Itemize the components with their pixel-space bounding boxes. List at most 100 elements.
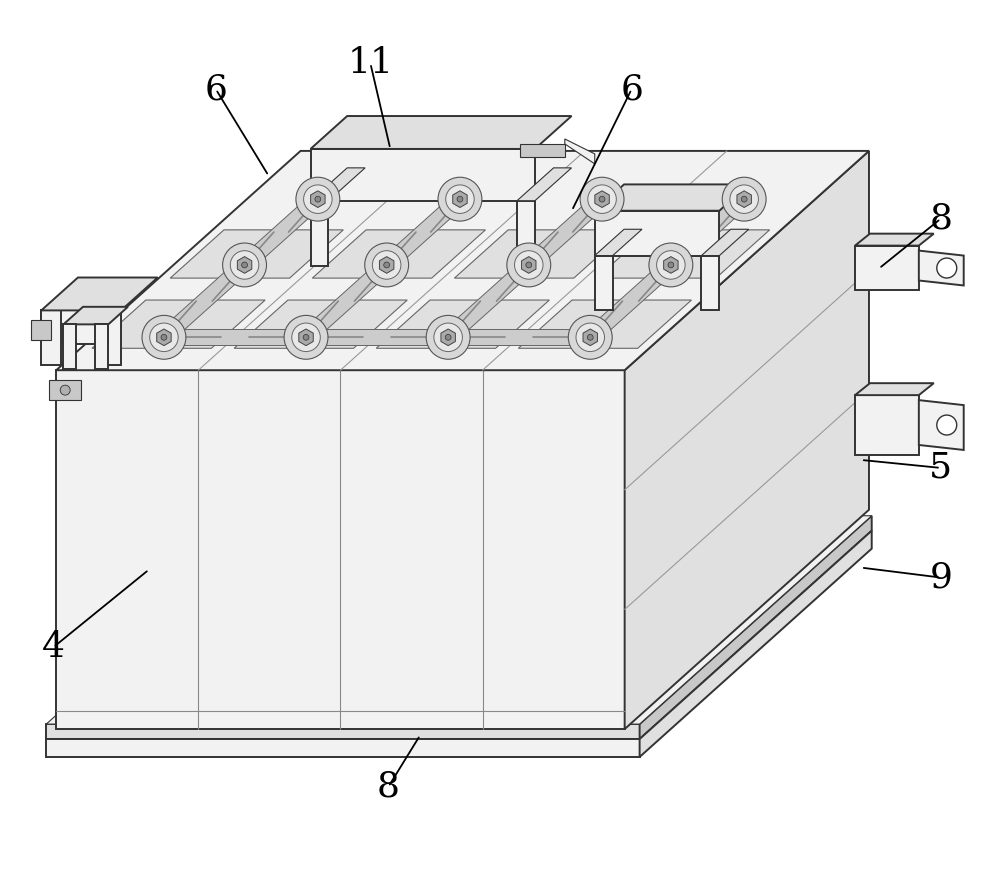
Polygon shape <box>237 256 252 273</box>
Polygon shape <box>299 329 313 346</box>
Text: 4: 4 <box>42 630 65 664</box>
Circle shape <box>372 251 401 279</box>
Circle shape <box>937 415 957 435</box>
Circle shape <box>438 178 482 221</box>
Polygon shape <box>56 150 869 370</box>
Polygon shape <box>517 168 572 200</box>
Polygon shape <box>306 329 448 346</box>
Circle shape <box>445 334 451 340</box>
Circle shape <box>292 323 320 352</box>
Polygon shape <box>919 400 964 450</box>
Polygon shape <box>855 383 934 396</box>
Polygon shape <box>664 256 678 273</box>
Polygon shape <box>518 300 691 348</box>
Polygon shape <box>855 396 919 455</box>
Polygon shape <box>595 255 613 311</box>
Text: 9: 9 <box>929 561 952 594</box>
Text: 8: 8 <box>377 770 400 804</box>
Polygon shape <box>379 256 394 273</box>
Polygon shape <box>441 329 455 346</box>
Polygon shape <box>640 515 872 739</box>
Circle shape <box>526 262 532 268</box>
Circle shape <box>365 243 409 287</box>
Polygon shape <box>239 193 323 271</box>
Polygon shape <box>597 230 770 278</box>
Circle shape <box>142 315 186 360</box>
Polygon shape <box>454 230 628 278</box>
Circle shape <box>722 178 766 221</box>
Text: 8: 8 <box>929 202 952 235</box>
Circle shape <box>515 251 543 279</box>
Polygon shape <box>311 200 328 265</box>
Polygon shape <box>311 168 365 200</box>
Circle shape <box>588 185 616 214</box>
Circle shape <box>457 196 463 202</box>
Circle shape <box>587 334 593 340</box>
Polygon shape <box>49 380 81 400</box>
Circle shape <box>507 243 551 287</box>
Polygon shape <box>63 325 108 344</box>
Polygon shape <box>46 739 640 757</box>
Circle shape <box>649 243 693 287</box>
Polygon shape <box>625 150 869 729</box>
Circle shape <box>657 251 685 279</box>
Polygon shape <box>312 230 485 278</box>
Polygon shape <box>311 116 572 149</box>
Circle shape <box>223 243 267 287</box>
Circle shape <box>937 258 957 278</box>
Circle shape <box>576 323 605 352</box>
Circle shape <box>384 262 390 268</box>
Polygon shape <box>31 320 51 340</box>
Polygon shape <box>311 149 535 200</box>
Circle shape <box>161 334 167 340</box>
Polygon shape <box>56 370 625 729</box>
Polygon shape <box>520 144 565 157</box>
Polygon shape <box>640 531 872 757</box>
Polygon shape <box>63 325 76 369</box>
Circle shape <box>668 262 674 268</box>
Polygon shape <box>595 229 642 255</box>
Polygon shape <box>595 191 609 207</box>
Polygon shape <box>666 193 750 271</box>
Text: 11: 11 <box>347 46 393 80</box>
Polygon shape <box>41 311 61 365</box>
Circle shape <box>580 178 624 221</box>
Circle shape <box>315 196 321 202</box>
Polygon shape <box>701 255 719 311</box>
Polygon shape <box>164 329 306 346</box>
Polygon shape <box>443 259 534 343</box>
Polygon shape <box>595 185 749 211</box>
Circle shape <box>426 315 470 360</box>
Polygon shape <box>737 191 751 207</box>
Polygon shape <box>855 234 934 246</box>
Circle shape <box>296 178 340 221</box>
Polygon shape <box>157 329 171 346</box>
Polygon shape <box>301 259 392 343</box>
Circle shape <box>150 323 178 352</box>
Circle shape <box>230 251 259 279</box>
Polygon shape <box>595 211 719 256</box>
Polygon shape <box>41 311 121 331</box>
Polygon shape <box>46 515 872 724</box>
Circle shape <box>599 196 605 202</box>
Circle shape <box>60 385 70 396</box>
Text: 5: 5 <box>929 451 952 485</box>
Circle shape <box>242 262 247 268</box>
Polygon shape <box>585 259 676 343</box>
Polygon shape <box>381 193 465 271</box>
Polygon shape <box>170 230 343 278</box>
Polygon shape <box>376 300 549 348</box>
Polygon shape <box>517 200 535 265</box>
Polygon shape <box>159 259 250 343</box>
Circle shape <box>568 315 612 360</box>
Circle shape <box>730 185 758 214</box>
Circle shape <box>303 334 309 340</box>
Polygon shape <box>583 329 597 346</box>
Polygon shape <box>41 277 158 311</box>
Circle shape <box>741 196 747 202</box>
Polygon shape <box>106 311 121 365</box>
Polygon shape <box>523 193 607 271</box>
Polygon shape <box>311 191 325 207</box>
Circle shape <box>304 185 332 214</box>
Polygon shape <box>565 139 595 164</box>
